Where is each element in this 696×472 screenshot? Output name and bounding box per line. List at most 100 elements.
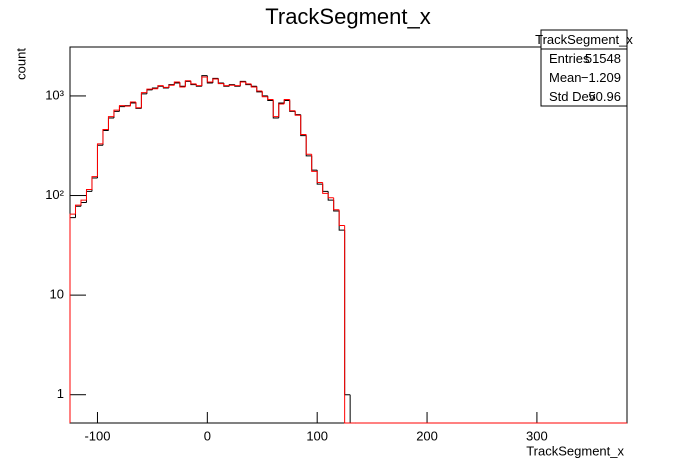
histogram-bin (118, 106, 125, 112)
histogram-bin (250, 84, 257, 87)
histogram-bin (349, 394, 356, 424)
histogram-bin (107, 117, 114, 131)
y-tick-label: 10³ (45, 87, 64, 102)
histogram-bin (283, 99, 290, 104)
histogram-bin (316, 171, 323, 184)
x-tick-label: 100 (306, 428, 328, 443)
histogram-bin (74, 205, 81, 218)
histogram-bin (113, 109, 120, 117)
histogram-bin (179, 82, 186, 88)
histogram-bin (283, 99, 290, 103)
histogram-bin (212, 78, 219, 83)
histogram-bin (195, 83, 202, 87)
histogram-bin (300, 115, 307, 135)
histogram-bin (294, 110, 301, 116)
histogram-bin (74, 204, 81, 215)
histogram-bin (69, 217, 76, 423)
histogram-bin (267, 96, 274, 101)
histogram-bin (322, 184, 329, 192)
histogram-bin (333, 197, 340, 211)
histogram-bin (201, 76, 208, 86)
histogram-bin (96, 143, 103, 177)
histogram-bin (250, 83, 257, 88)
histogram-bin (294, 111, 301, 116)
histogram-bin (140, 92, 147, 108)
histogram-bin (162, 85, 169, 88)
histogram-bin (69, 213, 76, 423)
histogram-bin (344, 230, 351, 396)
histogram-bin (327, 193, 334, 199)
x-tick-label: 200 (416, 428, 438, 443)
x-tick-label: 300 (526, 428, 548, 443)
histogram-bin (338, 209, 345, 227)
histogram-bin (327, 191, 334, 201)
histogram-bin (261, 91, 268, 97)
histogram-bin (129, 102, 136, 106)
histogram-bin (300, 114, 307, 137)
histogram-bin (289, 100, 296, 112)
histogram-bin (190, 80, 197, 85)
stats-value: 51548 (585, 51, 621, 66)
histogram-bin (140, 93, 147, 109)
histogram-bin (322, 182, 329, 194)
histogram-bin (173, 81, 180, 86)
histogram-bin (173, 82, 180, 85)
histogram-bin (278, 103, 285, 117)
histogram-bin (146, 89, 153, 94)
histogram-bin (272, 100, 279, 119)
histogram-bin (113, 110, 120, 119)
histogram-bin (311, 155, 318, 171)
histogram-bin (85, 190, 92, 203)
histogram-bin (344, 225, 351, 424)
histogram-bin (184, 80, 191, 87)
stats-box (540, 29, 628, 107)
histogram-bin (223, 83, 230, 87)
stats-title: TrackSegment_x (535, 32, 633, 47)
histogram-bin (102, 129, 109, 144)
histogram-bin (305, 134, 312, 155)
histogram-bin (157, 85, 164, 89)
histogram-bin (124, 105, 131, 107)
histogram-bin (261, 91, 268, 98)
histogram-bin (146, 88, 153, 93)
x-tick-label: -100 (84, 428, 110, 443)
histogram-bin (184, 80, 191, 87)
histogram-bin (135, 101, 142, 109)
histogram-bin (256, 86, 263, 92)
y-tick-label: 10 (50, 287, 64, 302)
y-tick-label: 10² (45, 187, 64, 202)
histogram-bin (107, 116, 114, 130)
stats-label: Entries (549, 51, 590, 66)
histogram-bin (311, 154, 318, 172)
histogram-bin (305, 135, 312, 157)
x-tick-label: 0 (204, 428, 211, 443)
y-axis-label: count (13, 48, 28, 80)
stats-label: Mean (549, 70, 582, 85)
histogram-bin (245, 82, 252, 85)
histogram-bin (179, 82, 186, 87)
histogram-bin (272, 99, 279, 118)
histogram-bin (239, 81, 246, 86)
histogram-bin (289, 99, 296, 112)
histogram-bin (85, 188, 92, 201)
y-tick-label: 1 (57, 386, 64, 401)
chart-title: TrackSegment_x (265, 4, 430, 29)
histogram-bin (80, 202, 87, 207)
histogram-bin (91, 177, 98, 192)
histogram-bin (118, 105, 125, 111)
stats-value: 50.96 (588, 89, 621, 104)
histogram-bin (102, 129, 109, 146)
x-axis-label: TrackSegment_x (526, 443, 624, 458)
stats-value: −1.209 (581, 70, 621, 85)
histogram-bin (168, 84, 175, 88)
histogram-bin (217, 78, 224, 84)
histogram-bin (278, 102, 285, 119)
histogram-bin (157, 85, 164, 89)
histogram-bin (206, 76, 213, 83)
stats-label: Std Dev (549, 89, 596, 104)
histogram-bin (217, 78, 224, 85)
histogram-bin (80, 199, 87, 206)
histogram-bin (129, 101, 136, 107)
histogram-bin (96, 144, 103, 178)
